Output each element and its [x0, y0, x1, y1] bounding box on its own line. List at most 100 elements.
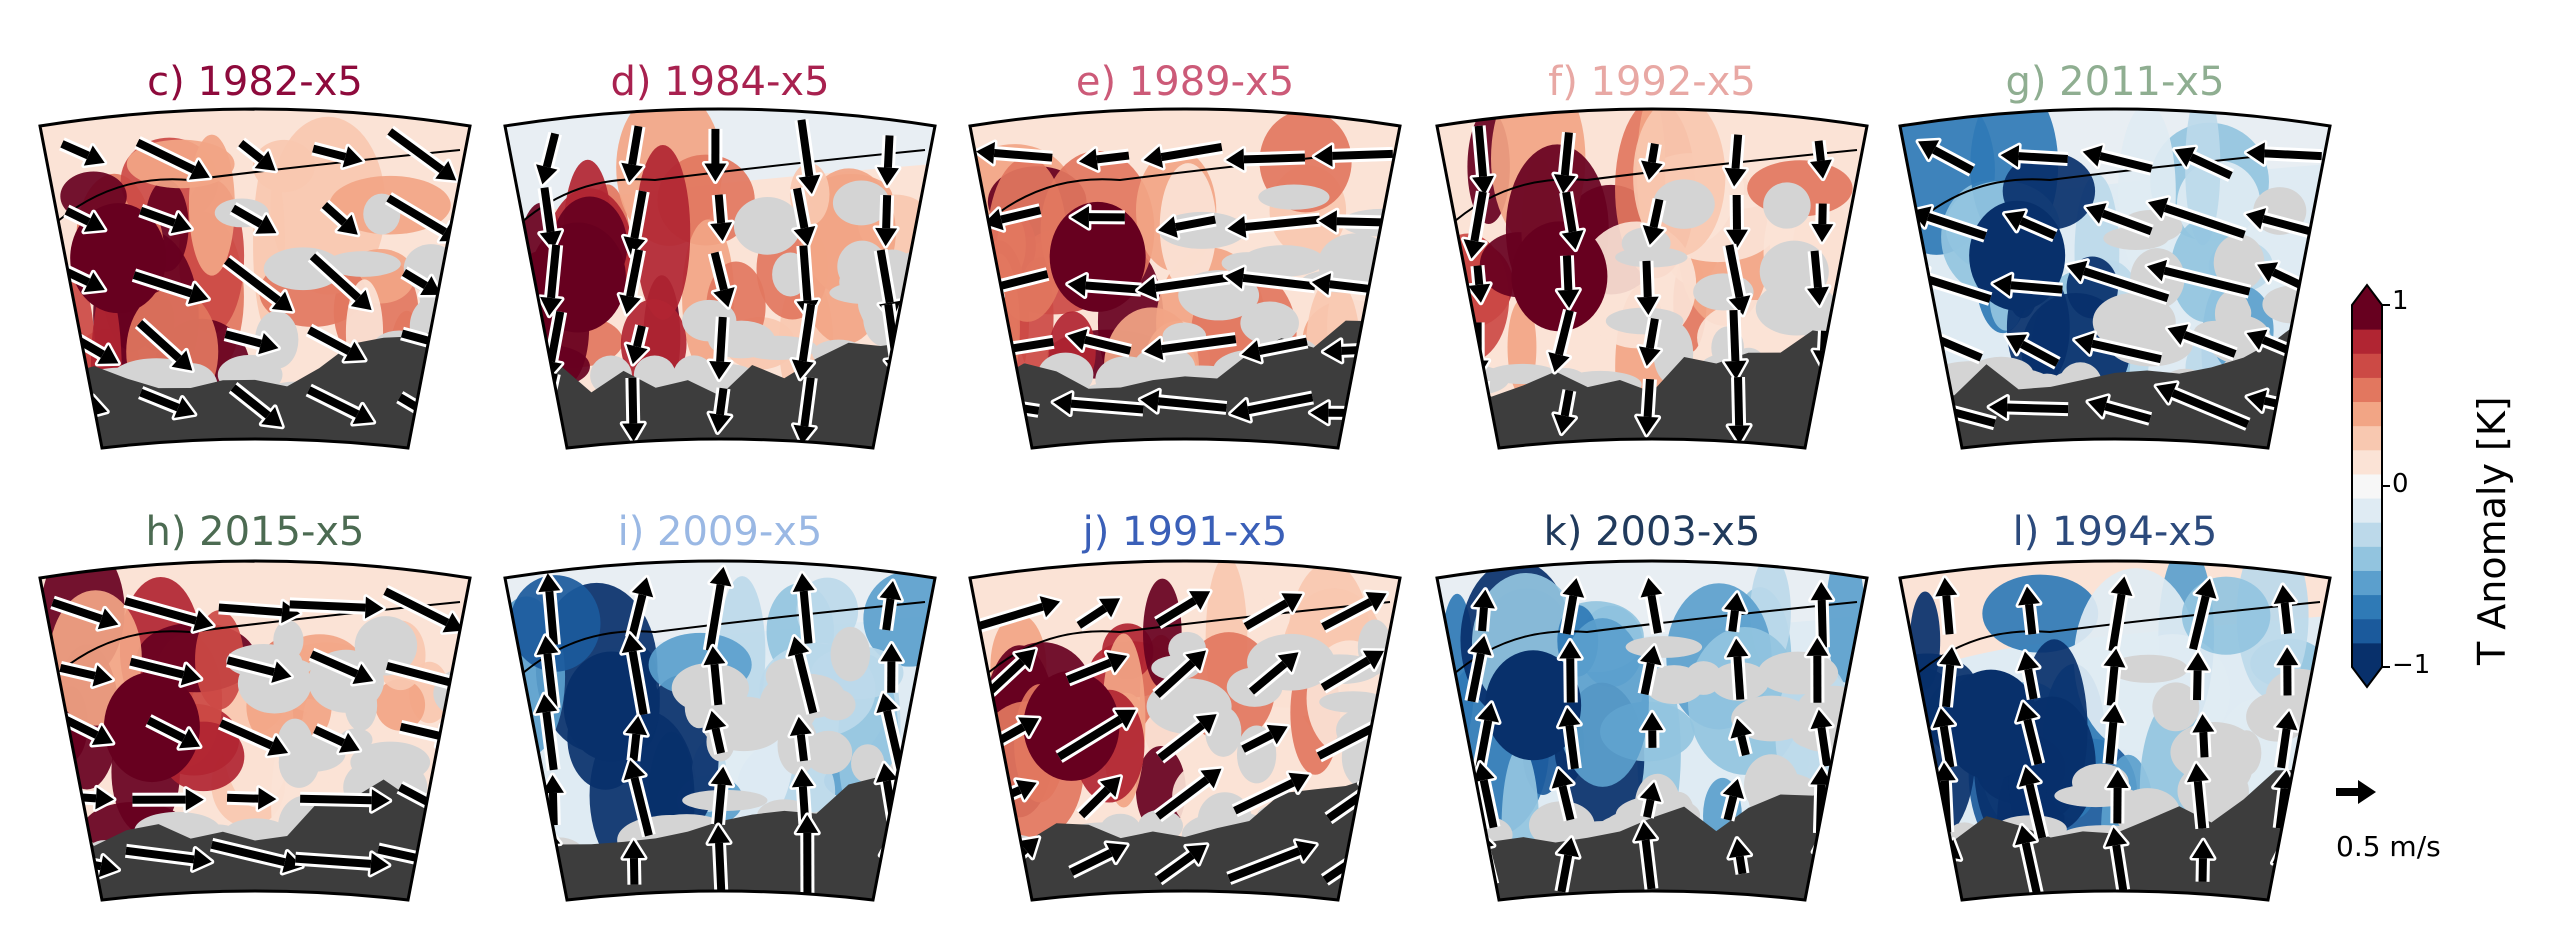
wind-vector: [1154, 842, 1210, 886]
wind-vector: [2271, 582, 2299, 635]
wind-vector: [1242, 590, 1305, 633]
wind-vector: [707, 194, 735, 244]
panel-title-c: c) 1982-x5: [147, 59, 363, 105]
map-panel-f: [1435, 107, 1869, 450]
wind-vector: [1068, 203, 1125, 231]
sea-ice-contour: [1909, 149, 2321, 229]
wind-vector: [1223, 145, 1306, 173]
wind-vector: [138, 386, 198, 421]
land-dark: [40, 315, 470, 448]
wind-vector: [1808, 579, 1836, 648]
panel-title-e: e) 1989-x5: [1075, 59, 1295, 105]
colorbar-tick-label: 1: [2392, 286, 2409, 316]
map-panel-e: [968, 107, 1402, 450]
land-light: [2213, 234, 2265, 291]
wind-vector: [619, 631, 651, 716]
wind-vector: [1554, 835, 1582, 894]
panel-border: [968, 559, 1402, 902]
wind-vector: [385, 125, 459, 183]
wind-vector: [1068, 840, 1130, 879]
wind-vector: [1464, 633, 1495, 703]
panel-border: [38, 559, 472, 902]
land-light: [899, 325, 935, 371]
wind-vector: [2003, 332, 2061, 370]
wind-vector: [1638, 709, 1666, 748]
map-panel-j: [968, 559, 1402, 902]
wind-vector: [790, 570, 818, 645]
wind-vector: [228, 382, 285, 430]
wind-vector: [1556, 637, 1584, 703]
land-light: [1437, 391, 1480, 413]
panel-title-j: j) 1991-x5: [1082, 509, 1288, 555]
wind-vector: [2101, 646, 2128, 707]
land-light: [273, 620, 304, 661]
wind-vector: [619, 377, 647, 444]
panel-border: [38, 107, 472, 450]
wind-vector: [790, 187, 818, 249]
land-light: [40, 376, 75, 411]
panel-title-k: k) 2003-x5: [1543, 509, 1761, 555]
land-light: [1625, 636, 1703, 658]
wind-vector: [2273, 708, 2301, 769]
wind-vector: [2102, 824, 2131, 892]
anomaly-contour: [375, 679, 426, 731]
wind-vector: [1723, 194, 1751, 251]
wind-vector: [2064, 258, 2171, 306]
wind-vector: [1915, 137, 1976, 177]
wind-vector: [1228, 390, 1314, 424]
wind-vector: [1634, 260, 1662, 318]
land-dark: [1437, 307, 1867, 448]
map-panel-h: [38, 559, 472, 902]
wind-vector: [1311, 142, 1394, 170]
wind-vector: [1725, 376, 1753, 447]
wind-vector: [145, 714, 203, 751]
wind-vector: [1461, 190, 1490, 262]
wind-vector: [1640, 197, 1667, 248]
land-light: [276, 718, 314, 773]
wind-vector: [1465, 265, 1493, 306]
land-light: [1900, 824, 1933, 859]
wind-vector: [1246, 649, 1302, 697]
wind-vector: [1998, 142, 2069, 170]
land-light: [895, 833, 935, 865]
wind-vector: [1722, 243, 1753, 318]
wind-vector: [1803, 635, 1831, 703]
land-light: [40, 358, 77, 398]
wind-vector: [2153, 380, 2251, 431]
land-light: [1258, 184, 1330, 210]
land-light: [1763, 182, 1811, 229]
wind-vector: [1155, 212, 1217, 241]
sea-ice-contour: [514, 149, 926, 229]
land-light: [1353, 822, 1400, 855]
sea-ice-contour: [1909, 601, 2321, 681]
land-light: [1353, 366, 1400, 418]
wind-vector: [2184, 649, 2212, 701]
wind-vector: [307, 251, 375, 313]
map-panel-k: [1435, 559, 1869, 902]
wind-vector: [1721, 309, 1749, 382]
wind-vector: [2012, 822, 2045, 898]
colorbar-segment: [2352, 449, 2382, 475]
wind-vector: [1556, 705, 1583, 770]
wind-vector: [2099, 701, 2127, 765]
wind-vector: [1930, 705, 1958, 769]
colorbar-segment: [2352, 425, 2382, 451]
land-light: [733, 197, 801, 255]
map-panel-g: [1898, 107, 2332, 450]
wind-vector: [794, 118, 823, 197]
wind-vector: [532, 691, 561, 771]
land-light: [1528, 801, 1595, 850]
wind-vector: [2085, 393, 2153, 426]
wind-vector: [793, 812, 821, 899]
wind-vector: [1154, 588, 1213, 630]
wind-vector: [535, 824, 563, 900]
wind-vector: [128, 654, 204, 688]
wind-vector: [305, 383, 377, 427]
land-light: [2302, 319, 2330, 359]
wind-vector: [1065, 272, 1142, 299]
wind-vector: [2072, 330, 2163, 367]
anomaly-core: [1485, 650, 1582, 761]
wind-vector: [1319, 589, 1390, 634]
wind-vector: [1726, 836, 1754, 875]
land-light: [2204, 740, 2253, 793]
